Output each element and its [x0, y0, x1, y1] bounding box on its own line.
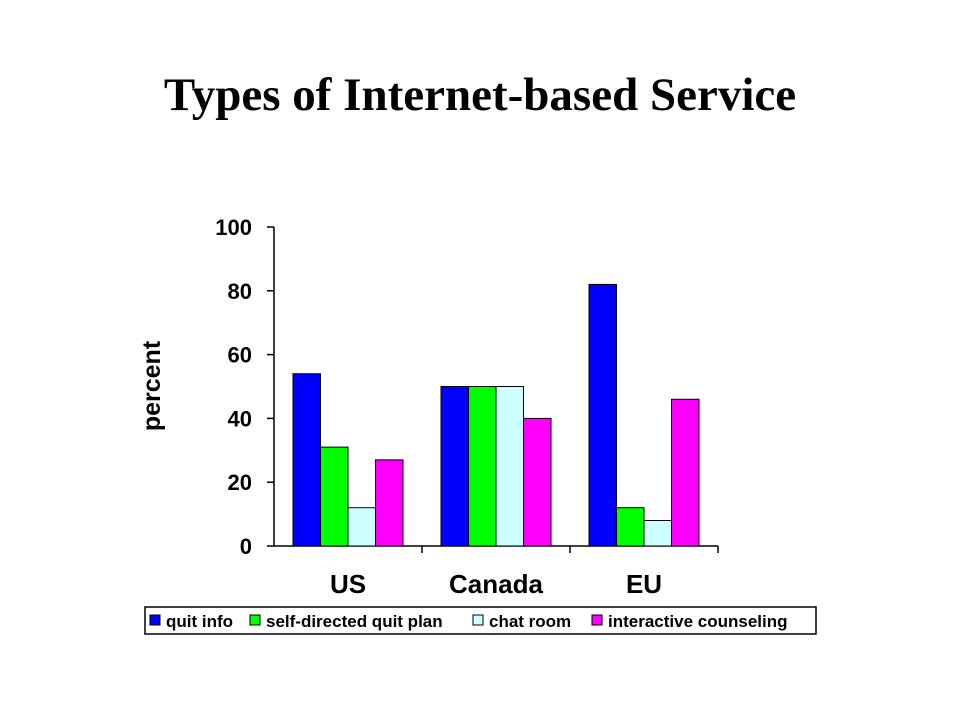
- bar-canada-quit-info: [440, 386, 469, 547]
- legend-label: self-directed quit plan: [266, 612, 443, 631]
- bar-canada-interactive-counseling: [523, 417, 552, 547]
- bar-us-quit-info: [292, 373, 321, 547]
- legend-swatch: [249, 614, 261, 626]
- slide-title: Types of Internet-based Service: [163, 69, 797, 121]
- bar-eu-self-directed-quit-plan: [616, 507, 645, 547]
- y-axis-title: percent: [138, 340, 166, 431]
- y-tick-label: 80: [228, 279, 252, 304]
- bar-us-interactive-counseling: [375, 459, 404, 547]
- x-category-label: Canada: [449, 569, 543, 599]
- y-tick-label: 40: [228, 406, 252, 431]
- bar-us-chat-room: [347, 507, 376, 547]
- y-tick-label: 0: [240, 534, 252, 559]
- bar-eu-quit-info: [588, 283, 617, 547]
- y-tick-label: 20: [228, 470, 252, 495]
- x-category-label: US: [330, 569, 366, 599]
- x-category-label: EU: [626, 569, 662, 599]
- legend-label: interactive counseling: [608, 612, 788, 631]
- bar-eu-interactive-counseling: [671, 398, 700, 547]
- bar-canada-self-directed-quit-plan: [468, 386, 497, 547]
- bar-eu-chat-room: [643, 519, 672, 547]
- y-tick-label: 60: [228, 343, 252, 368]
- legend-label: quit info: [166, 612, 233, 631]
- bar-canada-chat-room: [495, 386, 524, 547]
- y-tick-label: 100: [215, 215, 252, 240]
- legend-swatch: [472, 614, 484, 626]
- legend-swatch: [591, 614, 603, 626]
- legend-label: chat room: [489, 612, 571, 631]
- bar-us-self-directed-quit-plan: [320, 446, 349, 547]
- legend-swatch: [149, 614, 161, 626]
